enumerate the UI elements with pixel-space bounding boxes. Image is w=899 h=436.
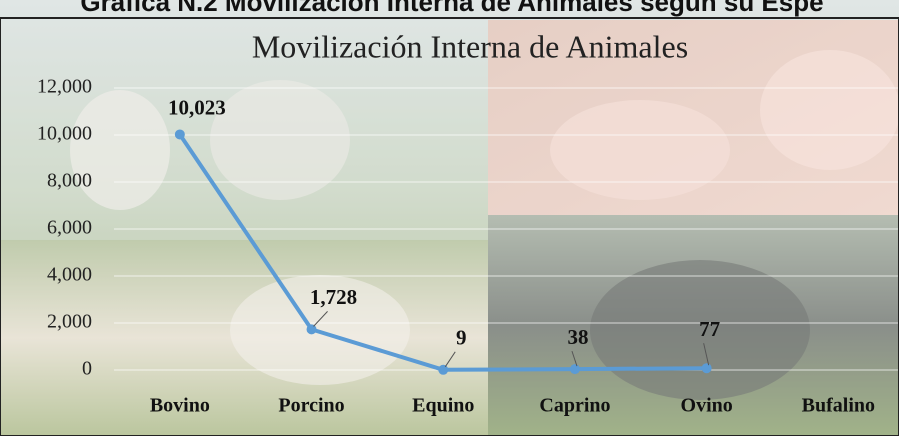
y-tick-label: 8,000 xyxy=(47,170,92,192)
page-heading: Gráfica N.2 Movilización Interna de Anim… xyxy=(80,0,823,17)
x-tick-label: Bufalino xyxy=(802,395,875,417)
page: Gráfica N.2 Movilización Interna de Anim… xyxy=(0,0,899,436)
data-label: 1,728 xyxy=(310,285,357,309)
data-point xyxy=(570,364,580,374)
x-tick-label: Caprino xyxy=(539,395,610,417)
data-point xyxy=(307,324,317,334)
y-tick-label: 0 xyxy=(82,358,92,380)
data-label: 38 xyxy=(567,325,588,349)
y-tick-label: 2,000 xyxy=(47,311,92,333)
data-point xyxy=(438,365,448,375)
x-tick-label: Equino xyxy=(412,395,474,417)
data-point xyxy=(175,129,185,139)
y-tick-label: 6,000 xyxy=(47,217,92,239)
x-tick-label: Ovino xyxy=(681,395,733,417)
x-tick-label: Bovino xyxy=(150,395,210,417)
data-point xyxy=(702,363,712,373)
data-label: 9 xyxy=(456,326,467,350)
y-tick-label: 12,000 xyxy=(37,76,92,98)
x-tick-label: Porcino xyxy=(278,395,344,417)
data-label: 10,023 xyxy=(168,95,226,119)
chart: Gráfica N.2 Movilización Interna de Anim… xyxy=(0,0,899,436)
chart-title: Movilización Interna de Animales xyxy=(252,28,688,64)
data-label: 77 xyxy=(699,317,720,341)
y-tick-label: 10,000 xyxy=(37,123,92,145)
y-tick-label: 4,000 xyxy=(47,264,92,286)
